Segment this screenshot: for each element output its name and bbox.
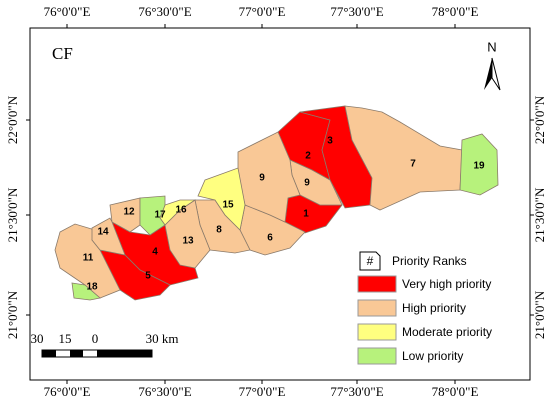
region-label: 18: [86, 282, 98, 293]
region: [54, 223, 121, 299]
region-label: 3: [327, 136, 333, 147]
scale-label: 15: [59, 331, 72, 346]
lon-label-bottom: 76°0'0"E: [44, 384, 91, 399]
region-label: 6: [267, 233, 273, 244]
lon-label-top: 77°0'0"E: [239, 4, 286, 19]
region: [109, 197, 141, 233]
north-arrow: N: [484, 39, 501, 91]
legend-title: Priority Ranks: [392, 254, 467, 268]
legend-swatch: [357, 299, 397, 317]
scale-bar-seg: [42, 350, 56, 357]
lon-label-bottom: 78°0'0"E: [432, 384, 479, 399]
lon-label-bottom: 76°30'0"E: [138, 384, 191, 399]
region-label: 5: [145, 271, 151, 282]
region-label: 15: [222, 200, 234, 211]
region: [91, 217, 126, 256]
scale-bar: 30 15 0 30 km: [31, 331, 179, 358]
scale-label: 0: [92, 331, 99, 346]
legend-item: Very high priority: [402, 277, 491, 291]
legend: # Priority Ranks Very high priority High pr…: [357, 251, 492, 365]
lon-label-top: 78°0'0"E: [432, 4, 479, 19]
region-label: 16: [175, 205, 187, 216]
scale-label: 30 km: [146, 331, 179, 346]
lat-label-left: 21°30'0"N: [5, 187, 20, 242]
region: [71, 282, 101, 301]
region-label: 19: [473, 161, 485, 172]
lat-label-right: 21°0'0"N: [532, 290, 547, 339]
scale-label: 30: [31, 331, 44, 346]
legend-symbol: #: [367, 254, 374, 268]
region: [139, 195, 166, 236]
region-label: 4: [152, 247, 158, 258]
region-label: 17: [154, 210, 166, 221]
lat-label-left: 22°0'0"N: [5, 95, 20, 144]
lat-label-left: 21°0'0"N: [5, 290, 20, 339]
region-label: 1: [303, 209, 309, 220]
region-label: 11: [83, 253, 94, 264]
legend-swatch: [357, 323, 397, 341]
region-label: 14: [97, 227, 109, 238]
region-label: 2: [305, 151, 311, 162]
scale-bar-seg: [70, 350, 83, 357]
region-label: 9: [259, 173, 265, 184]
region-label: 13: [182, 236, 194, 247]
lon-label-top: 77°30'0"E: [330, 4, 383, 19]
lon-label-bottom: 77°0'0"E: [239, 384, 286, 399]
panel-label: CF: [52, 44, 73, 63]
region: [99, 249, 171, 301]
legend-swatch: [357, 275, 397, 293]
legend-item: Moderate priority: [402, 325, 492, 339]
legend-item: High priority: [402, 301, 466, 315]
region: [459, 133, 499, 196]
lon-label-top: 76°30'0"E: [138, 4, 191, 19]
lon-label-top: 76°0'0"E: [44, 4, 91, 19]
region-label: 8: [216, 225, 222, 236]
legend-item: Low priority: [402, 349, 463, 363]
region-label: 9: [304, 178, 310, 189]
lat-label-right: 22°0'0"N: [532, 95, 547, 144]
legend-swatch: [357, 347, 397, 365]
legend-symbol-box: [359, 251, 381, 271]
region-label: 12: [123, 207, 135, 218]
scale-bar-seg: [97, 350, 152, 357]
north-label: N: [487, 39, 496, 54]
region-label: 7: [410, 159, 416, 170]
lon-label-bottom: 77°30'0"E: [330, 384, 383, 399]
region: [197, 167, 246, 231]
lat-label-right: 21°30'0"N: [532, 187, 547, 242]
